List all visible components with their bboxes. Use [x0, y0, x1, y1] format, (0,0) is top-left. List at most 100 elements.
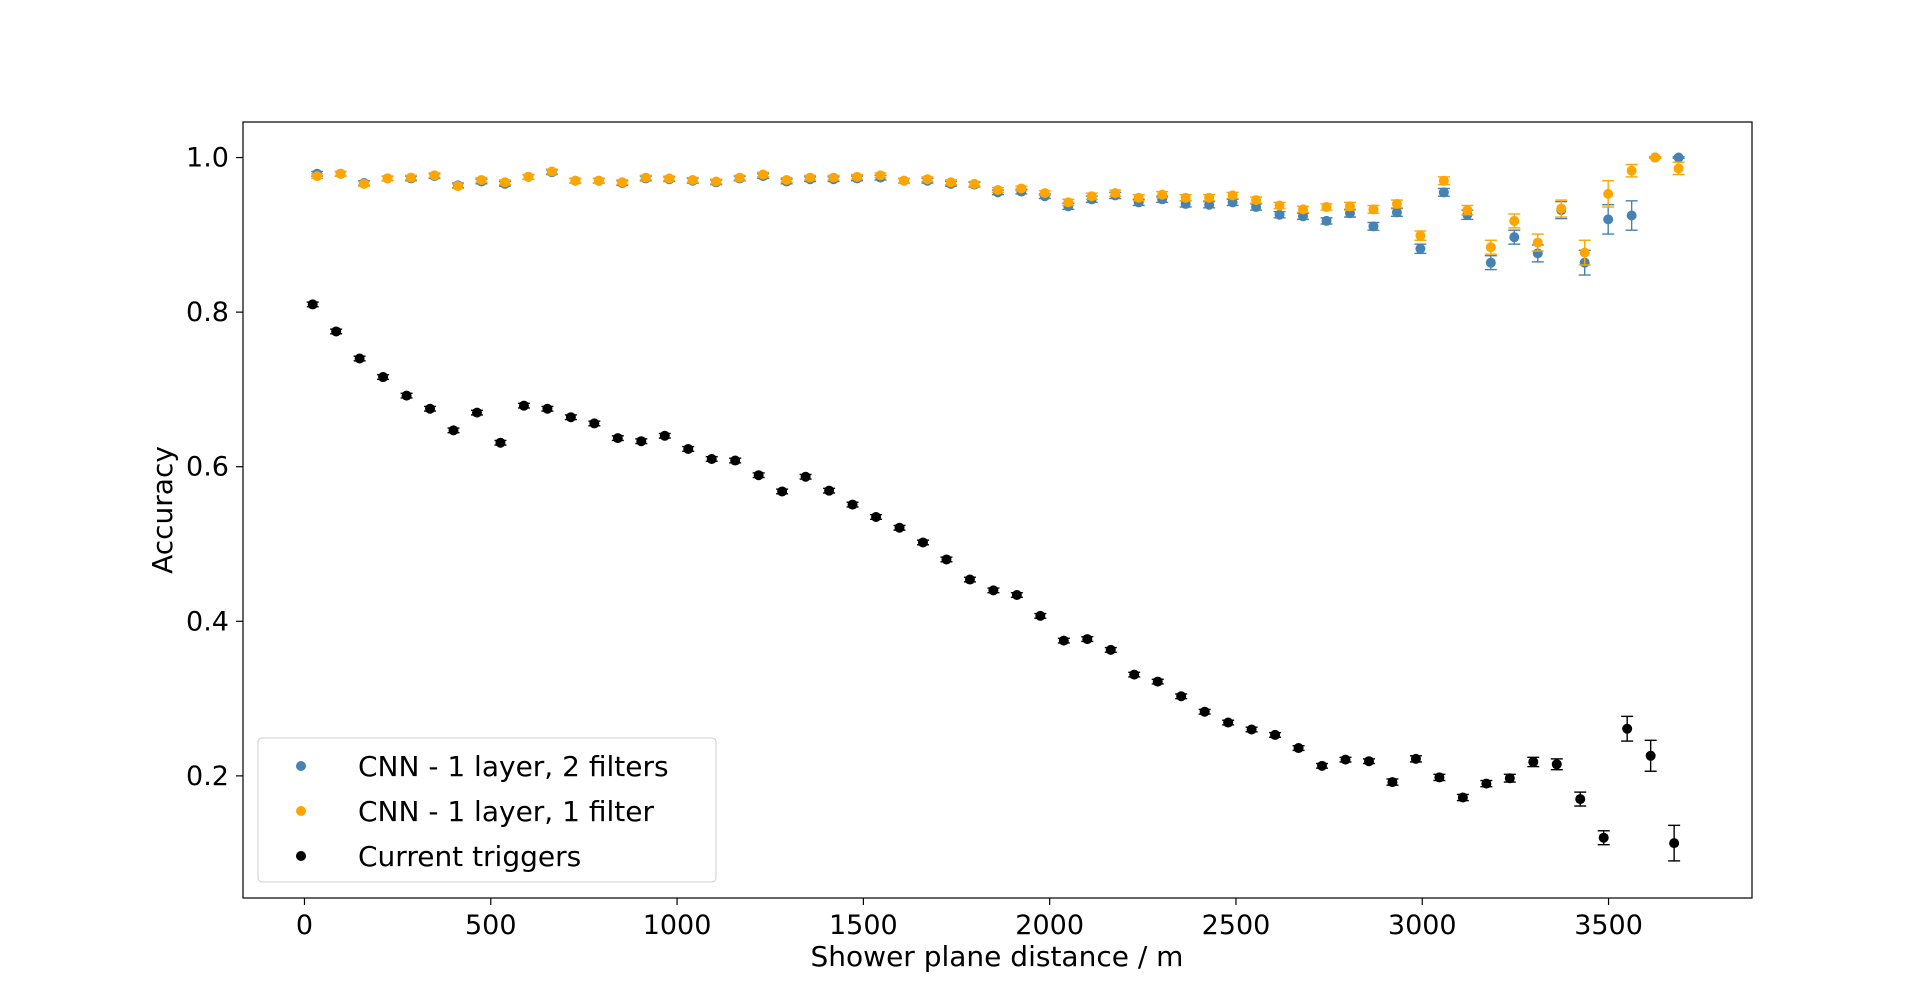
data-point: [1528, 756, 1539, 767]
data-point: [307, 299, 318, 310]
data-point: [1363, 756, 1374, 767]
plot-frame: [242, 121, 1753, 899]
data-point: [1509, 232, 1520, 243]
data-point: [1199, 706, 1210, 717]
data-point: [875, 170, 886, 181]
y-tick-label: 0.4: [186, 606, 229, 637]
data-point: [1246, 724, 1257, 735]
data-point: [1298, 204, 1309, 215]
data-point: [518, 400, 529, 411]
data-point: [382, 173, 393, 184]
data-point: [1274, 200, 1285, 211]
data-point: [1410, 753, 1421, 764]
data-point: [1579, 247, 1590, 258]
data-point: [781, 174, 792, 185]
data-point: [593, 175, 604, 186]
data-point: [1415, 243, 1426, 254]
x-tick-label: 0: [296, 910, 313, 941]
data-point: [800, 471, 811, 482]
data-point: [1532, 237, 1543, 248]
data-point: [1274, 209, 1285, 220]
data-point: [1293, 743, 1304, 754]
data-point: [1650, 152, 1661, 163]
legend-label-cnn-1-filter: CNN - 1 layer, 1 filter: [358, 795, 654, 828]
data-point: [471, 407, 482, 418]
x-tick-label: 2500: [1202, 910, 1271, 941]
x-tick-label: 3500: [1574, 910, 1643, 941]
data-point: [335, 168, 346, 179]
data-point: [969, 178, 980, 189]
y-tick-label: 0.6: [186, 452, 229, 483]
data-point: [1504, 773, 1515, 784]
legend-marker-cnn-1-filter: [296, 806, 306, 816]
data-point: [894, 522, 905, 533]
x-tick-label: 1500: [829, 910, 898, 941]
y-axis-label: Accuracy: [146, 446, 179, 574]
data-point: [406, 172, 417, 183]
data-point: [1082, 634, 1093, 645]
data-point: [1622, 723, 1633, 734]
data-point: [1673, 152, 1684, 163]
data-point: [730, 455, 741, 466]
data-point: [1063, 197, 1074, 208]
series-cnn-1-filter: [311, 152, 1685, 266]
data-point: [1204, 192, 1215, 203]
data-point: [636, 436, 647, 447]
data-point: [1016, 183, 1027, 194]
data-point: [1556, 203, 1567, 214]
data-point: [570, 175, 581, 186]
data-point: [359, 178, 370, 189]
data-point: [1551, 759, 1562, 770]
x-tick-label: 3000: [1388, 910, 1457, 941]
data-point: [1105, 644, 1116, 655]
data-point: [1485, 242, 1496, 253]
data-point: [1176, 691, 1187, 702]
data-point: [1270, 729, 1281, 740]
data-point: [664, 173, 675, 184]
data-point: [828, 172, 839, 183]
data-point: [734, 172, 745, 183]
data-point: [617, 177, 628, 188]
x-tick-label: 500: [465, 910, 517, 941]
y-tick-label: 1.0: [186, 143, 229, 174]
data-point: [711, 176, 722, 187]
data-point: [612, 433, 623, 444]
y-tick-label: 0.8: [186, 297, 229, 328]
data-point: [1321, 215, 1332, 226]
x-axis-label: Shower plane distance / m: [811, 940, 1184, 973]
data-point: [589, 418, 600, 429]
data-point: [542, 403, 553, 414]
legend-label-current-triggers: Current triggers: [358, 840, 581, 873]
data-point: [1039, 188, 1050, 199]
data-point: [1368, 204, 1379, 215]
y-axis-ticks: 0.2 0.4 0.6 0.8 1.0: [186, 143, 243, 792]
data-point: [1157, 189, 1168, 200]
data-point: [1058, 635, 1069, 646]
data-point: [706, 453, 717, 464]
data-point: [452, 181, 463, 192]
data-point: [1180, 192, 1191, 203]
data-point: [1298, 211, 1309, 222]
data-point: [1340, 754, 1351, 765]
data-point: [1152, 676, 1163, 687]
data-point: [1251, 195, 1262, 206]
data-point: [1035, 610, 1046, 621]
data-point: [847, 499, 858, 510]
data-point: [1509, 215, 1520, 226]
data-point: [495, 437, 506, 448]
data-point: [1603, 188, 1614, 199]
data-point: [1204, 199, 1215, 210]
data-point: [824, 485, 835, 496]
legend-marker-cnn-2-filters: [296, 761, 306, 771]
data-point: [1086, 191, 1097, 202]
x-axis-ticks: 0 500 1000 1500 2000 2500 3000 3500: [296, 898, 1643, 941]
data-point: [1011, 590, 1022, 601]
data-point: [945, 177, 956, 188]
data-point: [425, 403, 436, 414]
y-tick-label: 0.2: [186, 761, 229, 792]
data-point: [1391, 207, 1402, 218]
data-point: [1438, 175, 1449, 186]
data-point: [1344, 201, 1355, 212]
data-point: [476, 174, 487, 185]
